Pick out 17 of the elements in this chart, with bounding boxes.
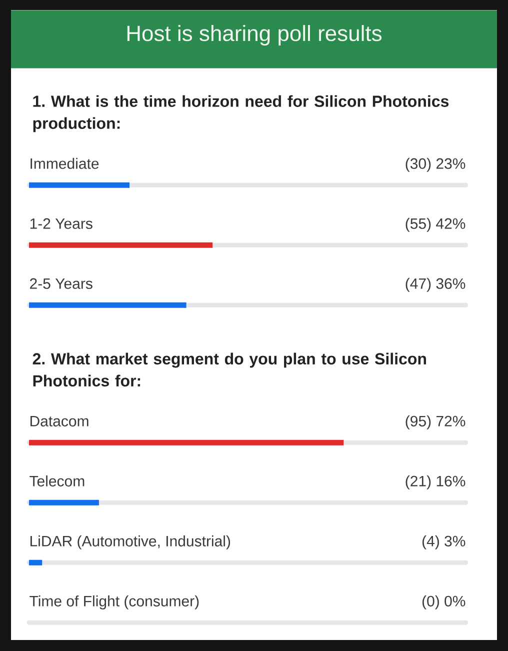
data-label: (21) 16% (406, 475, 466, 490)
data-label: (47) 36% (406, 278, 466, 292)
y-tick-label: Time of Flight (consumer) (30, 595, 199, 610)
chart-title: Host is sharing poll results (127, 25, 382, 46)
y-tick-label: LiDAR (Automotive, Industrial) (30, 535, 230, 550)
y-tick-label: Immediate (30, 158, 99, 169)
y-tick-label: 2-5 Years (30, 278, 92, 289)
data-label: (55) 42% (406, 218, 466, 232)
data-label: (30) 23% (406, 158, 466, 172)
chart-title: 2. What market segment do you plan to use Silicon Photonics for: (32, 352, 426, 386)
data-label: (0) 0% (422, 595, 466, 610)
chart-subtitle: 1. What is the time horizon need for Silicon Photonics production: (33, 95, 449, 132)
data-label: (4) 3% (422, 535, 466, 550)
y-tick-label: 1-2 Years (30, 218, 92, 229)
data-label: (95) 72% (406, 415, 466, 430)
y-tick-label: Datacom (30, 416, 88, 426)
y-tick-label: Telecom (30, 475, 84, 486)
